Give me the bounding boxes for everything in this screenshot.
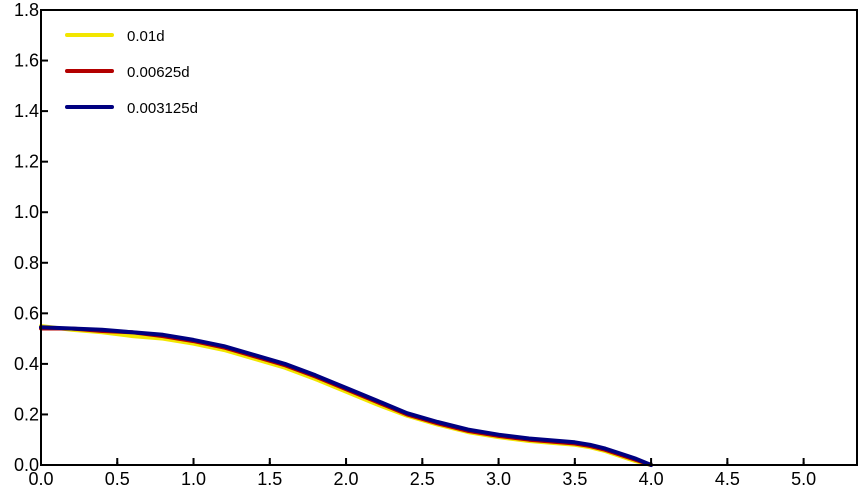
x-tick-label: 4.5 [715, 469, 740, 489]
y-tick-label: 1.8 [14, 0, 39, 20]
x-tick-label: 2.5 [410, 469, 435, 489]
x-tick-label: 2.0 [334, 469, 359, 489]
x-tick-label: 1.5 [257, 469, 282, 489]
series-layer [39, 324, 654, 467]
y-tick-label: 1.6 [14, 51, 39, 71]
legend-label-1: 0.01d [127, 28, 165, 45]
y-tick-label: 0.8 [14, 253, 39, 273]
y-tick-label: 0.2 [14, 404, 39, 424]
x-tick-label: 0.5 [105, 469, 130, 489]
x-tick-label: 3.0 [486, 469, 511, 489]
y-tick-label: 0.4 [14, 354, 39, 374]
legend-label-3: 0.003125d [127, 100, 198, 117]
x-tick-label: 1.0 [181, 469, 206, 489]
legend-label-2: 0.00625d [127, 64, 190, 81]
plot-frame [40, 9, 858, 466]
series-line-3 [39, 325, 654, 467]
x-axis-ticks: 0.0 0.5 1.0 1.5 2.0 2.5 3.0 3.5 4.0 4.5 5.0 [28, 458, 816, 489]
x-tick-label: 4.0 [639, 469, 664, 489]
x-tick-label: 3.5 [562, 469, 587, 489]
x-tick-label: 5.0 [791, 469, 816, 489]
x-tick-label: 0.0 [28, 469, 53, 489]
y-axis-ticks: 0.0 0.2 0.4 0.6 0.8 1.0 1.2 1.4 1.6 1.8 [14, 0, 48, 475]
y-tick-label: 1.2 [14, 152, 39, 172]
legend: 0.01d 0.00625d 0.003125d [65, 28, 198, 117]
y-tick-label: 1.4 [14, 101, 39, 121]
y-tick-label: 0.0 [14, 455, 39, 475]
y-tick-label: 1.0 [14, 202, 39, 222]
y-tick-label: 0.6 [14, 303, 39, 323]
